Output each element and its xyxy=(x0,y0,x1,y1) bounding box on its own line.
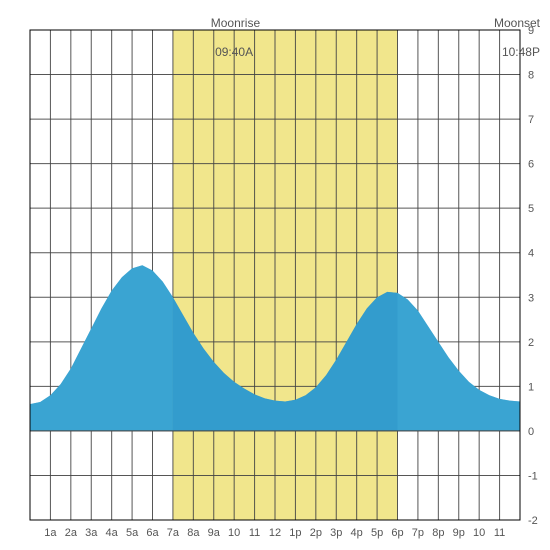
svg-text:10: 10 xyxy=(228,527,240,539)
svg-text:2a: 2a xyxy=(65,527,78,539)
svg-text:1p: 1p xyxy=(289,527,301,539)
svg-text:1: 1 xyxy=(528,381,534,393)
svg-text:6: 6 xyxy=(528,159,534,171)
svg-text:-1: -1 xyxy=(528,470,538,482)
svg-text:4a: 4a xyxy=(106,527,119,539)
svg-text:9a: 9a xyxy=(208,527,221,539)
svg-text:2: 2 xyxy=(528,337,534,349)
svg-text:7p: 7p xyxy=(412,527,424,539)
svg-text:1a: 1a xyxy=(44,527,57,539)
chart-svg: -2-101234567891a2a3a4a5a6a7a8a9a1011121p… xyxy=(0,0,550,550)
moonset-title: Moonset xyxy=(494,16,540,30)
svg-text:2p: 2p xyxy=(310,527,322,539)
svg-text:10: 10 xyxy=(473,527,485,539)
svg-text:7: 7 xyxy=(528,114,534,126)
svg-text:6a: 6a xyxy=(146,527,159,539)
moonrise-time: 09:40A xyxy=(215,45,253,59)
svg-text:0: 0 xyxy=(528,426,534,438)
svg-text:11: 11 xyxy=(249,527,260,539)
svg-text:3: 3 xyxy=(528,292,534,304)
svg-text:8p: 8p xyxy=(432,527,444,539)
tide-chart: -2-101234567891a2a3a4a5a6a7a8a9a1011121p… xyxy=(0,0,550,550)
svg-text:5p: 5p xyxy=(371,527,383,539)
svg-text:8a: 8a xyxy=(187,527,200,539)
moonrise-title: Moonrise xyxy=(211,16,260,30)
moonrise-label: Moonrise 09:40A xyxy=(197,2,257,74)
svg-text:5: 5 xyxy=(528,203,534,215)
svg-text:-2: -2 xyxy=(528,515,538,527)
svg-text:5a: 5a xyxy=(126,527,139,539)
svg-text:11: 11 xyxy=(494,527,505,539)
svg-text:4: 4 xyxy=(528,248,534,260)
moonset-label: Moonset 10:48P xyxy=(470,2,540,74)
svg-text:3p: 3p xyxy=(330,527,342,539)
svg-text:6p: 6p xyxy=(391,527,403,539)
svg-text:4p: 4p xyxy=(351,527,363,539)
svg-text:3a: 3a xyxy=(85,527,98,539)
svg-text:12: 12 xyxy=(269,527,281,539)
moonset-time: 10:48P xyxy=(502,45,540,59)
svg-text:7a: 7a xyxy=(167,527,180,539)
svg-text:9p: 9p xyxy=(453,527,465,539)
